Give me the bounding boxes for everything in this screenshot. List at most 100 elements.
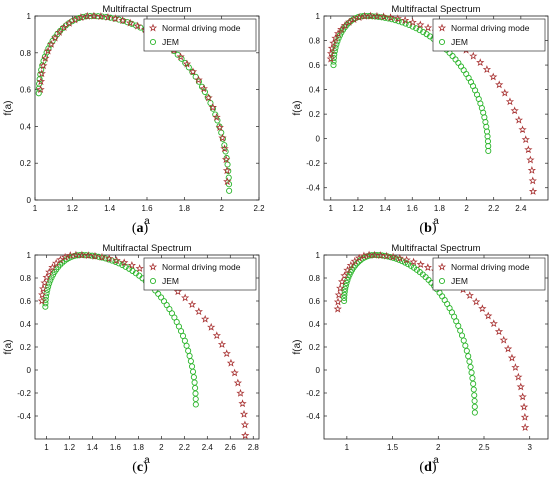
normal-point <box>133 21 142 30</box>
normal-point <box>201 314 210 323</box>
x-tick-label: 1.2 <box>67 204 79 213</box>
normal-point <box>112 256 121 264</box>
y-tick-label: 0.2 <box>309 110 321 119</box>
jem-point <box>416 27 423 34</box>
legend-star-icon <box>148 262 158 271</box>
normal-point <box>41 53 50 62</box>
legend-label-jem: JEM <box>162 37 179 47</box>
normal-point <box>89 11 99 20</box>
chart-title: Multifractal Spectrum <box>102 4 191 15</box>
jem-point <box>471 397 478 405</box>
jem-point <box>195 78 202 85</box>
normal-point <box>519 402 529 411</box>
normal-point <box>349 15 359 23</box>
normal-point <box>489 72 498 81</box>
normal-point <box>379 12 388 21</box>
jem-point <box>330 62 337 69</box>
normal-point <box>60 252 70 261</box>
normal-point <box>336 283 345 292</box>
x-tick-label: 1 <box>44 443 49 452</box>
y-tick-label: 1 <box>27 251 32 260</box>
normal-point <box>238 399 247 408</box>
normal-point <box>528 176 537 185</box>
jem-point <box>87 12 94 20</box>
x-axis-label: a <box>433 455 439 466</box>
jem-point <box>334 38 341 45</box>
normal-point <box>359 251 369 260</box>
jem-point <box>470 380 477 387</box>
normal-point <box>96 12 105 20</box>
normal-point <box>76 13 86 22</box>
normal-point <box>241 431 250 440</box>
legend-circle-icon <box>438 38 446 46</box>
panel-b: Multifractal Spectrum 1 1.2 1.4 1.6 1.8 2 2.2 2.… <box>292 4 549 227</box>
normal-point <box>118 16 127 25</box>
normal-point <box>366 11 375 20</box>
legend-circle-icon <box>149 277 157 285</box>
normal-point <box>188 300 197 308</box>
legend-box <box>432 18 546 52</box>
jem-point <box>341 288 348 295</box>
normal-point <box>111 14 120 23</box>
legend-star-icon <box>437 23 447 32</box>
legend-box <box>143 18 257 52</box>
normal-point <box>520 412 529 421</box>
jem-point <box>46 280 53 287</box>
jem-point <box>42 303 49 310</box>
y-tick-label: -0.2 <box>17 389 31 398</box>
normal-point <box>518 125 527 134</box>
normal-point <box>494 327 504 336</box>
jem-point <box>399 258 406 265</box>
x-tick-label: 2 <box>219 204 224 213</box>
y-tick-label: 0.4 <box>20 122 32 131</box>
jem-point <box>43 290 50 297</box>
jem-point <box>465 353 472 360</box>
normal-point <box>223 177 232 186</box>
x-tick-label: 2 <box>464 204 469 213</box>
normal-point <box>400 15 410 24</box>
normal-point <box>176 52 185 61</box>
x-tick-label: 1.2 <box>64 443 76 452</box>
normal-point <box>465 291 474 300</box>
jem-point <box>209 105 216 112</box>
normal-point <box>59 23 69 31</box>
normal-point <box>97 252 107 261</box>
normal-point <box>395 253 404 262</box>
normal-point <box>386 13 395 22</box>
y-tick-label: 1 <box>316 251 321 260</box>
normal-point <box>208 103 217 111</box>
normal-point <box>393 14 402 23</box>
x-tick-label: 1.8 <box>434 204 446 213</box>
jem-point <box>214 117 221 124</box>
x-tick-label: 3 <box>527 443 532 452</box>
normal-point <box>236 388 245 397</box>
jem-point <box>192 401 199 408</box>
x-axis-label: a <box>433 216 439 227</box>
y-tick-label: 0.6 <box>20 297 32 306</box>
normal-point <box>48 263 57 271</box>
normal-point <box>47 39 56 48</box>
normal-point <box>423 263 432 272</box>
jem-point <box>341 294 348 301</box>
x-tick-label: 2.8 <box>248 443 260 452</box>
panel-label-b: (b) <box>419 221 436 236</box>
panel-label-d: (d) <box>419 460 436 475</box>
normal-point <box>345 17 354 26</box>
normal-point <box>50 33 60 42</box>
y-tick-label: 0.4 <box>309 320 321 329</box>
jem-point <box>385 15 392 22</box>
x-tick-label: 1.6 <box>110 443 122 452</box>
legend-label-normal: Normal driving mode <box>451 262 530 272</box>
y-tick-label: 0.2 <box>309 343 321 352</box>
y-tick-label: 0.4 <box>309 86 321 95</box>
x-tick-label: 1.4 <box>87 443 99 452</box>
y-tick-label: 0.8 <box>309 274 321 283</box>
normal-point <box>528 187 538 195</box>
x-tick-label: 2 <box>159 443 164 452</box>
normal-point <box>181 293 190 302</box>
panel-label-c: (c) <box>132 460 148 475</box>
normal-point <box>194 75 203 84</box>
normal-point <box>521 135 530 144</box>
normal-point <box>36 77 46 86</box>
legend-box <box>143 257 257 291</box>
